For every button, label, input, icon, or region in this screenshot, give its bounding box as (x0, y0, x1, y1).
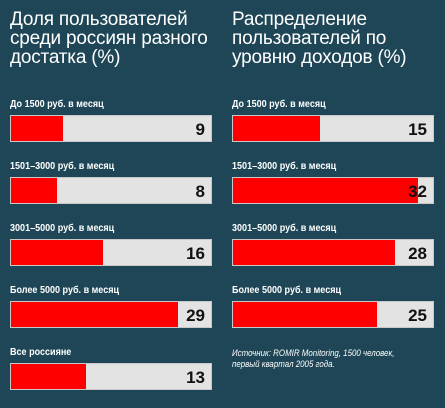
bar (11, 116, 63, 141)
bar (11, 178, 57, 203)
bar-track: 16 (10, 239, 212, 266)
bar-track: 28 (232, 239, 434, 266)
bar-value-label: 16 (186, 244, 205, 263)
bar-label: Более 5000 руб. в месяц (232, 284, 342, 296)
bar-value-label: 9 (195, 120, 205, 139)
bar-track: 32 (232, 177, 434, 204)
source-note: Источник: ROMIR Monitoring, 1500 человек… (232, 348, 395, 369)
bar (11, 240, 103, 265)
bar-value-label: 13 (186, 368, 205, 387)
bar-track: 29 (10, 301, 212, 328)
bar-label: 3001–5000 руб. в месяц (10, 222, 115, 234)
bar-track: 8 (10, 177, 212, 204)
bar-label: Все россияне (10, 346, 72, 358)
bar-track: 9 (10, 115, 212, 142)
bar-track: 13 (10, 363, 212, 390)
bar-label: До 1500 руб. в месяц (10, 98, 104, 110)
bar-label: До 1500 руб. в месяц (232, 98, 326, 110)
bar-track: 15 (232, 115, 434, 142)
bar-value-label: 28 (408, 244, 427, 263)
bar-value-label: 25 (408, 306, 427, 325)
bar-value-label: 32 (408, 182, 427, 201)
bar (11, 302, 178, 327)
bar (233, 302, 377, 327)
bar-value-label: 29 (186, 306, 205, 325)
bar-track: 25 (232, 301, 434, 328)
bar-label: 3001–5000 руб. в месяц (232, 222, 337, 234)
bar-value-label: 15 (408, 120, 427, 139)
bar (233, 240, 395, 265)
bar (11, 364, 86, 389)
bar-label: 1501–3000 руб. в месяц (10, 160, 115, 172)
bar (233, 178, 418, 203)
bar-label: Более 5000 руб. в месяц (10, 284, 120, 296)
bar-value-label: 8 (195, 182, 205, 201)
user-share-chart: Доля пользователей среди россиян разного… (0, 0, 215, 408)
chart-title-income-distribution: Распределение пользователей по уровню до… (232, 9, 407, 68)
bar (233, 116, 320, 141)
income-distribution-chart: Распределение пользователей по уровню до… (222, 0, 437, 408)
bar-label: 1501–3000 руб. в месяц (232, 160, 337, 172)
chart-title-user-share: Доля пользователей среди россиян разного… (10, 9, 208, 68)
